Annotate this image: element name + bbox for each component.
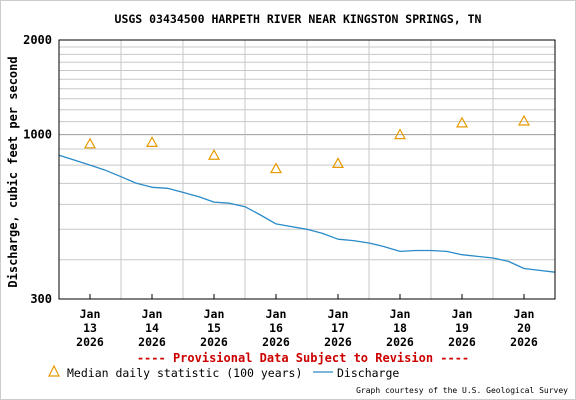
- x-tick-label: 2026: [386, 335, 414, 349]
- x-tick-label: Jan: [328, 307, 349, 321]
- median-marker: [393, 128, 407, 140]
- x-tick-label: 2026: [76, 335, 104, 349]
- y-tick-label: 300: [30, 292, 52, 306]
- x-tick-label: 2026: [262, 335, 290, 349]
- x-tick-label: 14: [145, 321, 159, 335]
- discharge-line: [58, 154, 556, 273]
- median-marker: [269, 162, 283, 174]
- x-tick-label: 2026: [200, 335, 228, 349]
- chart-title: USGS 03434500 HARPETH RIVER NEAR KINGSTO…: [115, 12, 482, 26]
- legend-median-label: Median daily statistic (100 years): [67, 366, 302, 380]
- x-tick-label: Jan: [266, 307, 287, 321]
- y-tick-label: 1000: [23, 128, 52, 142]
- x-tick-label: Jan: [514, 307, 535, 321]
- x-tick-label: Jan: [390, 307, 411, 321]
- plot-frame: [58, 39, 556, 300]
- x-tick-label: 18: [393, 321, 407, 335]
- y-axis-label: Discharge, cubic feet per second: [6, 56, 20, 287]
- x-tick-label: 17: [331, 321, 345, 335]
- x-tick-label: 15: [207, 321, 221, 335]
- x-tick-label: 2026: [324, 335, 352, 349]
- x-tick-label: Jan: [204, 307, 225, 321]
- legend: Median daily statistic (100 years) Disch…: [48, 364, 399, 380]
- x-tick-labels: Jan132026Jan142026Jan152026Jan162026Jan1…: [76, 294, 538, 349]
- x-tick-label: 2026: [448, 335, 476, 349]
- x-tick-label: 19: [455, 321, 469, 335]
- legend-median-marker: [48, 364, 60, 377]
- provisional-notice: ---- Provisional Data Subject to Revisio…: [137, 351, 469, 365]
- x-tick-label: 2026: [510, 335, 538, 349]
- median-marker: [83, 137, 97, 149]
- x-tick-label: Jan: [142, 307, 163, 321]
- median-marker: [517, 114, 531, 126]
- y-tick-labels: 2000 1000 300: [23, 33, 52, 306]
- x-tick-label: Jan: [452, 307, 473, 321]
- median-marker: [207, 148, 221, 160]
- x-tick-label: 20: [517, 321, 531, 335]
- credit-text: Graph courtesy of the U.S. Geological Su…: [356, 386, 568, 395]
- series-layer: [58, 114, 556, 273]
- x-tick-label: 13: [83, 321, 97, 335]
- median-marker: [331, 157, 345, 168]
- x-tick-label: 16: [269, 321, 283, 335]
- x-tick-label: Jan: [80, 307, 101, 321]
- median-marker: [145, 136, 159, 147]
- x-tick-label: 2026: [138, 335, 166, 349]
- legend-discharge-label: Discharge: [337, 366, 399, 380]
- median-marker: [455, 116, 469, 128]
- y-tick-label: 2000: [23, 33, 52, 47]
